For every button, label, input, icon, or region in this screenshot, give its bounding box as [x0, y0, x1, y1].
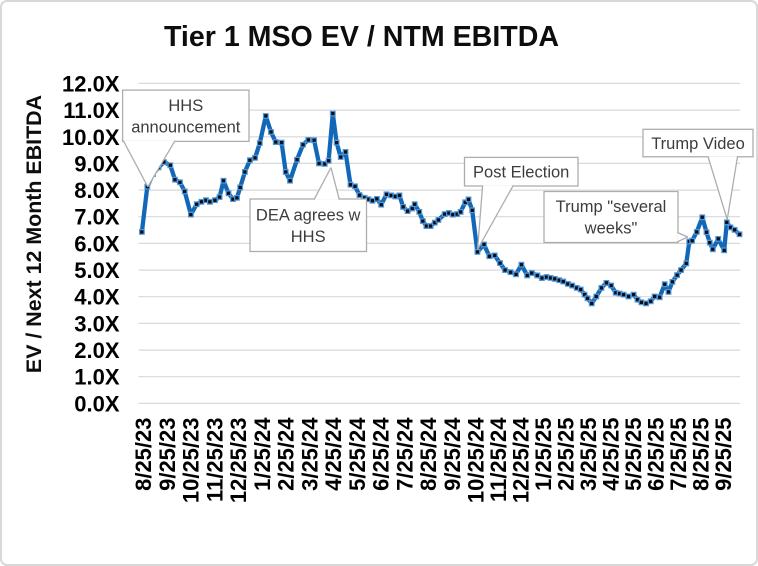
svg-text:10/25/23: 10/25/23	[179, 418, 204, 504]
svg-text:12/25/24: 12/25/24	[509, 417, 534, 503]
svg-text:5/25/25: 5/25/25	[621, 418, 646, 491]
svg-text:7.0X: 7.0X	[74, 205, 120, 230]
svg-text:2/25/25: 2/25/25	[554, 418, 579, 491]
svg-text:10/25/24: 10/25/24	[464, 417, 489, 503]
svg-text:Tier 1 MSO EV / NTM EBITDA: Tier 1 MSO EV / NTM EBITDA	[164, 21, 559, 53]
svg-text:8/25/23: 8/25/23	[131, 418, 156, 491]
svg-text:HHS: HHS	[291, 228, 326, 246]
svg-text:Post Election: Post Election	[473, 164, 569, 182]
svg-text:8/25/24: 8/25/24	[416, 417, 441, 491]
svg-text:7/25/24: 7/25/24	[392, 417, 417, 491]
svg-text:11.0X: 11.0X	[63, 98, 120, 123]
svg-text:6/25/24: 6/25/24	[369, 417, 394, 491]
svg-text:4.0X: 4.0X	[74, 285, 120, 310]
svg-text:9.0X: 9.0X	[74, 151, 120, 176]
svg-text:3.0X: 3.0X	[74, 311, 120, 336]
svg-text:4/25/25: 4/25/25	[599, 418, 624, 491]
svg-text:Trump "several: Trump "several	[556, 198, 667, 216]
svg-text:3/25/25: 3/25/25	[576, 418, 601, 491]
svg-text:12.0X: 12.0X	[62, 71, 120, 96]
svg-text:8/25/25: 8/25/25	[689, 418, 714, 491]
svg-text:6/25/25: 6/25/25	[644, 418, 669, 491]
svg-text:2.0X: 2.0X	[74, 338, 120, 363]
svg-text:DEA agrees w: DEA agrees w	[256, 206, 361, 224]
svg-text:1/25/24: 1/25/24	[250, 417, 275, 491]
svg-text:12/25/23: 12/25/23	[226, 418, 251, 504]
svg-text:Trump Video: Trump Video	[651, 135, 745, 153]
svg-text:9/25/23: 9/25/23	[155, 418, 180, 491]
svg-text:7/25/25: 7/25/25	[666, 418, 691, 491]
svg-text:5.0X: 5.0X	[74, 258, 120, 283]
svg-text:2/25/24: 2/25/24	[274, 417, 299, 491]
svg-text:1/25/25: 1/25/25	[531, 418, 556, 491]
svg-text:weeks": weeks"	[584, 220, 638, 238]
svg-text:6.0X: 6.0X	[74, 231, 120, 256]
svg-text:11/25/24: 11/25/24	[486, 417, 511, 502]
svg-text:4/25/24: 4/25/24	[321, 417, 346, 491]
svg-text:EV / Next 12 Month EBITDA: EV / Next 12 Month EBITDA	[22, 95, 46, 373]
svg-text:9/25/25: 9/25/25	[711, 418, 736, 491]
svg-text:HHS: HHS	[168, 97, 203, 115]
svg-text:1.0X: 1.0X	[74, 365, 120, 390]
svg-text:0.0X: 0.0X	[74, 391, 120, 416]
svg-text:11/25/23: 11/25/23	[202, 418, 227, 502]
svg-text:8.0X: 8.0X	[74, 178, 120, 203]
svg-text:announcement: announcement	[131, 118, 241, 136]
svg-text:10.0X: 10.0X	[62, 125, 120, 150]
svg-text:9/25/24: 9/25/24	[440, 417, 465, 491]
svg-text:5/25/24: 5/25/24	[345, 417, 370, 491]
svg-text:3/25/24: 3/25/24	[297, 417, 322, 491]
